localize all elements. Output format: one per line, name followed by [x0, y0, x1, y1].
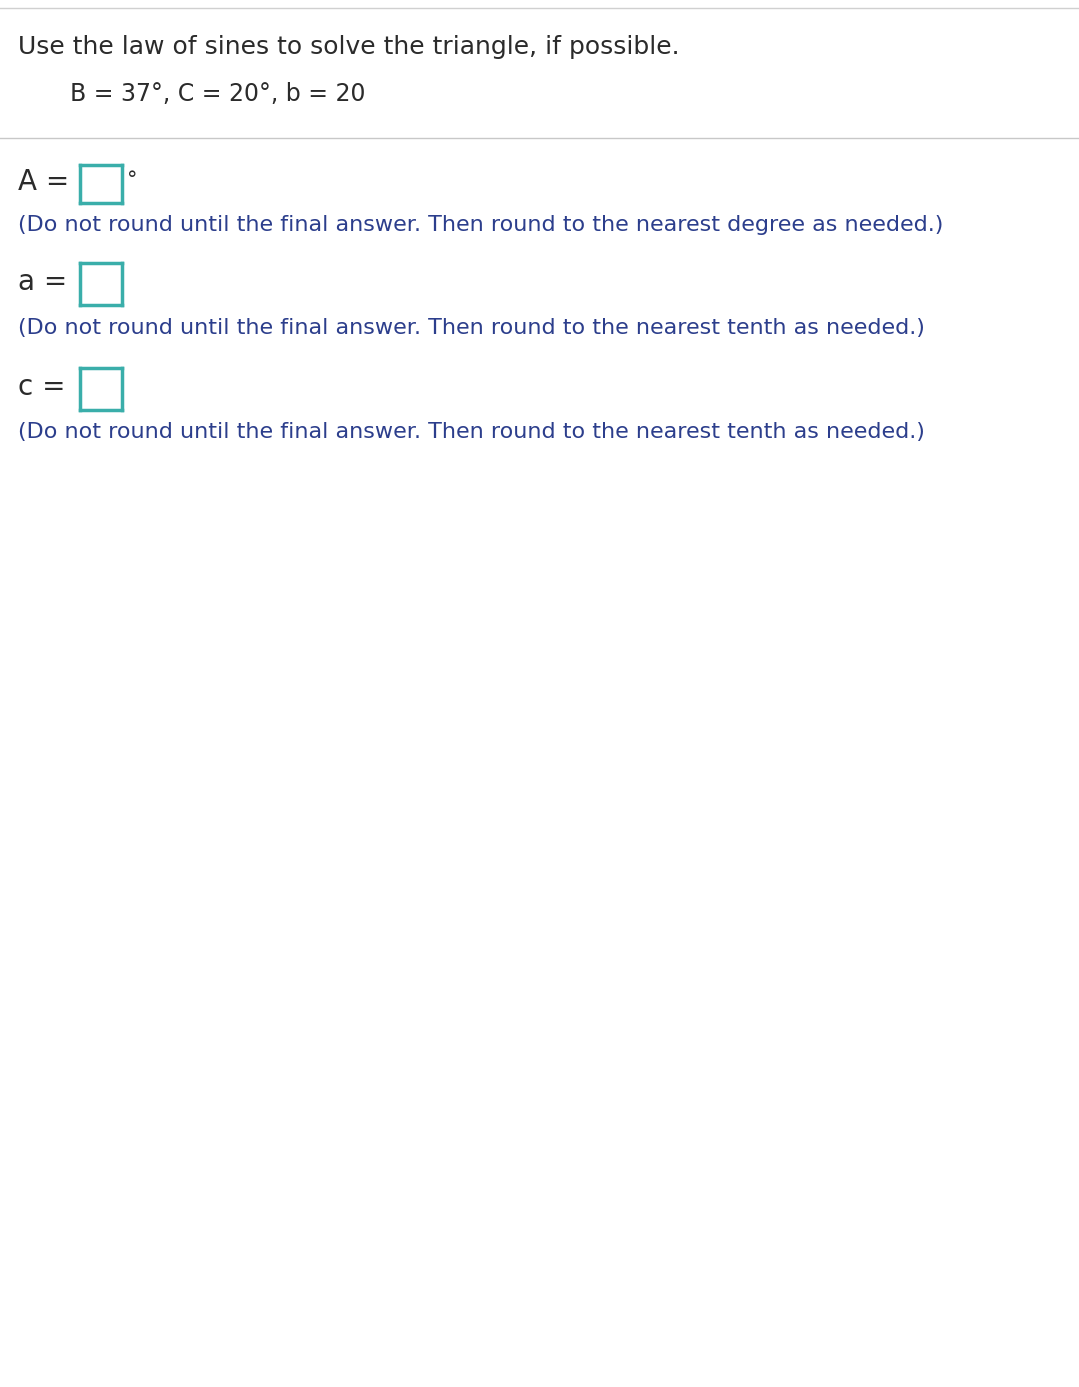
- Text: B = 37°, C = 20°, b = 20: B = 37°, C = 20°, b = 20: [70, 82, 366, 105]
- Text: (Do not round until the final answer. Then round to the nearest tenth as needed.: (Do not round until the final answer. Th…: [18, 318, 925, 338]
- Text: Use the law of sines to solve the triangle, if possible.: Use the law of sines to solve the triang…: [18, 35, 680, 60]
- Text: c =: c =: [18, 373, 74, 401]
- Text: a =: a =: [18, 268, 77, 295]
- Text: A =: A =: [18, 168, 78, 196]
- Text: (Do not round until the final answer. Then round to the nearest tenth as needed.: (Do not round until the final answer. Th…: [18, 422, 925, 442]
- Text: °: °: [127, 171, 137, 190]
- Text: (Do not round until the final answer. Then round to the nearest degree as needed: (Do not round until the final answer. Th…: [18, 215, 943, 234]
